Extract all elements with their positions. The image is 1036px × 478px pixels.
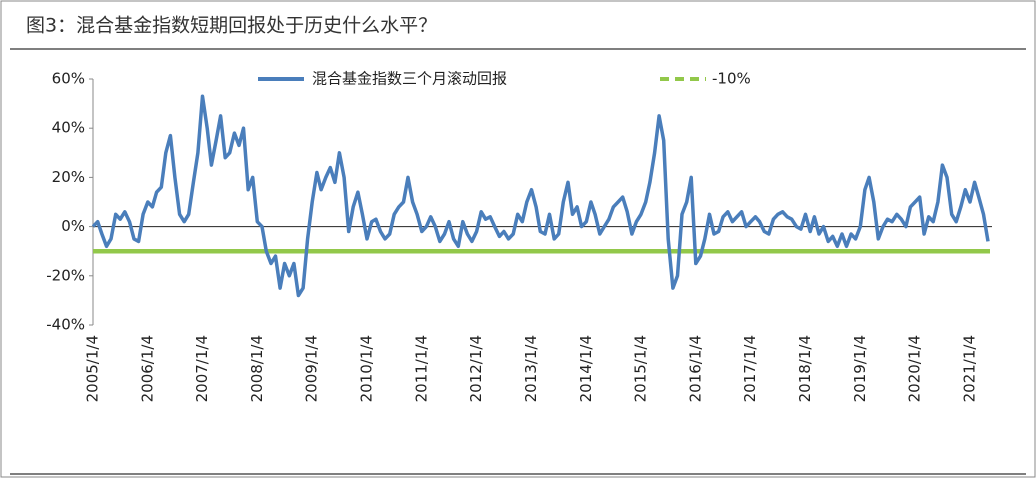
x-tick-label: 2007/1/4: [193, 335, 211, 402]
x-tick-label: 2019/1/4: [851, 335, 869, 402]
x-tick-label: 2015/1/4: [632, 335, 650, 402]
y-tick-label: -40%: [46, 316, 85, 334]
x-tick-label: 2010/1/4: [358, 335, 376, 402]
series-line: [91, 94, 990, 298]
x-tick-label: 2020/1/4: [906, 335, 924, 402]
y-tick-label: 0%: [61, 217, 85, 235]
x-tick-label: 2012/1/4: [467, 335, 485, 402]
y-tick-label: -20%: [46, 266, 85, 284]
x-tick-label: 2017/1/4: [741, 335, 759, 402]
x-tick-label: 2009/1/4: [303, 335, 321, 402]
x-tick-label: 2021/1/4: [960, 335, 978, 402]
x-tick-label: 2013/1/4: [522, 335, 540, 402]
y-tick-label: 60%: [52, 70, 85, 88]
x-tick-label: 2014/1/4: [577, 335, 595, 402]
y-tick-label: 40%: [52, 119, 85, 137]
legend-label: 混合基金指数三个月滚动回报: [312, 70, 507, 88]
x-tick-label: 2005/1/4: [84, 335, 102, 402]
legend-label: -10%: [712, 70, 751, 88]
x-tick-label: 2011/1/4: [412, 335, 430, 402]
x-tick-label: 2018/1/4: [796, 335, 814, 402]
chart-title: 图3：混合基金指数短期回报处于历史什么水平？: [26, 15, 437, 37]
y-tick-label: 20%: [52, 168, 85, 186]
x-tick-label: 2008/1/4: [248, 335, 266, 402]
x-tick-label: 2016/1/4: [686, 335, 704, 402]
x-tick-label: 2006/1/4: [138, 335, 156, 402]
